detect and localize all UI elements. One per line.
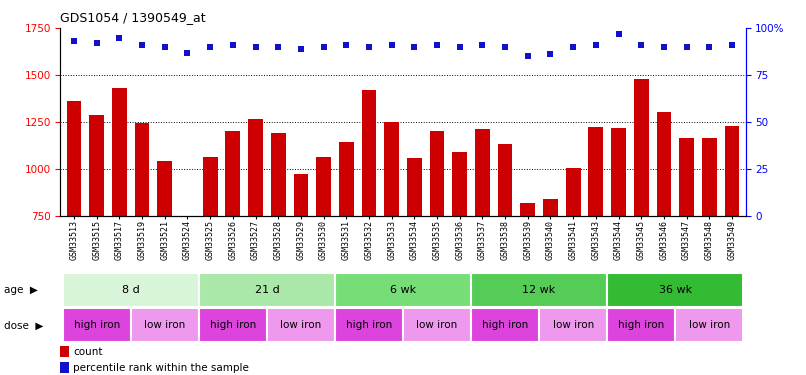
Bar: [226, 131, 240, 356]
Bar: [112, 88, 127, 356]
Bar: [498, 144, 513, 356]
Point: [226, 42, 239, 48]
Text: 36 wk: 36 wk: [659, 285, 692, 295]
Bar: [248, 119, 263, 356]
Bar: [203, 157, 218, 356]
Text: high iron: high iron: [346, 320, 392, 330]
Bar: [339, 142, 354, 356]
Text: count: count: [73, 347, 103, 357]
Bar: [199, 308, 267, 342]
Bar: [588, 128, 603, 356]
Point: [725, 42, 738, 48]
Bar: [725, 126, 739, 356]
Point: [658, 44, 671, 50]
Point: [453, 44, 466, 50]
Point: [430, 42, 443, 48]
Point: [135, 42, 148, 48]
Point: [113, 34, 126, 40]
Bar: [63, 308, 131, 342]
Bar: [675, 308, 743, 342]
Bar: [60, 346, 69, 357]
Point: [521, 53, 534, 59]
Text: 21 d: 21 d: [255, 285, 279, 295]
Point: [612, 31, 625, 37]
Bar: [293, 174, 308, 356]
Bar: [543, 199, 558, 356]
Bar: [679, 138, 694, 356]
Point: [340, 42, 353, 48]
Point: [294, 46, 307, 52]
Bar: [67, 101, 81, 356]
Text: low iron: low iron: [688, 320, 730, 330]
Bar: [407, 158, 422, 356]
Bar: [316, 157, 331, 356]
Bar: [199, 273, 335, 307]
Text: dose  ▶: dose ▶: [4, 320, 44, 330]
Bar: [362, 90, 376, 356]
Text: low iron: low iron: [417, 320, 458, 330]
Point: [476, 42, 489, 48]
Point: [68, 38, 81, 44]
Point: [90, 40, 103, 46]
Text: 6 wk: 6 wk: [390, 285, 416, 295]
Bar: [702, 138, 717, 356]
Point: [363, 44, 376, 50]
Text: 8 d: 8 d: [122, 285, 139, 295]
Bar: [135, 123, 149, 356]
Bar: [521, 203, 535, 356]
Bar: [607, 273, 743, 307]
Bar: [539, 308, 607, 342]
Bar: [471, 308, 539, 342]
Bar: [157, 161, 172, 356]
Text: 12 wk: 12 wk: [522, 285, 556, 295]
Bar: [634, 79, 649, 356]
Point: [544, 51, 557, 57]
Point: [204, 44, 217, 50]
Text: high iron: high iron: [618, 320, 664, 330]
Text: percentile rank within the sample: percentile rank within the sample: [73, 363, 249, 373]
Point: [385, 42, 398, 48]
Point: [408, 44, 421, 50]
Bar: [180, 219, 195, 356]
Bar: [607, 308, 675, 342]
Point: [499, 44, 512, 50]
Bar: [335, 308, 403, 342]
Bar: [657, 112, 671, 356]
Text: age  ▶: age ▶: [4, 285, 38, 295]
Point: [635, 42, 648, 48]
Bar: [60, 362, 69, 374]
Bar: [471, 273, 607, 307]
Text: GDS1054 / 1390549_at: GDS1054 / 1390549_at: [60, 11, 206, 24]
Point: [249, 44, 262, 50]
Point: [158, 44, 171, 50]
Bar: [403, 308, 471, 342]
Bar: [271, 133, 285, 356]
Bar: [384, 122, 399, 356]
Bar: [611, 128, 626, 356]
Point: [272, 44, 285, 50]
Text: low iron: low iron: [280, 320, 322, 330]
Bar: [131, 308, 199, 342]
Text: low iron: low iron: [144, 320, 185, 330]
Text: low iron: low iron: [553, 320, 594, 330]
Bar: [452, 152, 467, 356]
Point: [680, 44, 693, 50]
Point: [317, 44, 330, 50]
Bar: [430, 131, 444, 356]
Bar: [566, 168, 580, 356]
Bar: [267, 308, 335, 342]
Point: [567, 44, 580, 50]
Text: high iron: high iron: [210, 320, 256, 330]
Point: [703, 44, 716, 50]
Bar: [335, 273, 471, 307]
Text: high iron: high iron: [73, 320, 120, 330]
Bar: [89, 116, 104, 356]
Bar: [475, 129, 490, 356]
Point: [181, 50, 194, 55]
Text: high iron: high iron: [482, 320, 528, 330]
Bar: [63, 273, 199, 307]
Point: [589, 42, 602, 48]
